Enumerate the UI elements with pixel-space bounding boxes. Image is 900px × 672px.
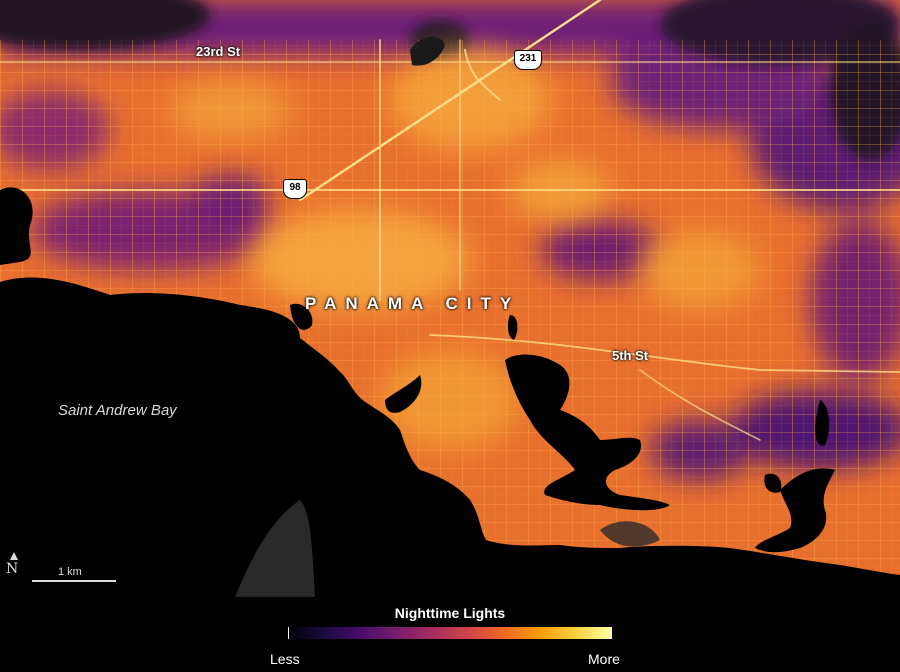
legend-panel: Nighttime Lights bbox=[0, 597, 900, 672]
legend-high-label: More bbox=[588, 651, 620, 667]
nighttime-lights-map bbox=[0, 0, 900, 597]
north-label: N bbox=[6, 561, 19, 577]
route-231-shield: 231 bbox=[514, 50, 542, 70]
north-arrow-icon: N bbox=[6, 552, 18, 577]
bay-label: Saint Andrew Bay bbox=[58, 402, 177, 419]
bayous bbox=[290, 303, 835, 553]
legend-title: Nighttime Lights bbox=[394, 605, 506, 621]
peninsula bbox=[235, 500, 315, 597]
legend-color-ramp bbox=[288, 627, 612, 639]
legend-low-label: Less bbox=[270, 651, 300, 667]
scale-bar: 1 km bbox=[32, 566, 116, 582]
scale-line bbox=[32, 580, 116, 582]
city-label: PANAMA CITY bbox=[305, 294, 521, 313]
street-label-23rd: 23rd St bbox=[196, 44, 241, 59]
route-98-shield: 98 bbox=[283, 179, 307, 199]
street-label-5th: 5th St bbox=[612, 348, 649, 363]
saint-andrew-bay bbox=[0, 187, 900, 597]
water-body-north bbox=[410, 36, 445, 66]
shoal bbox=[600, 521, 660, 547]
scale-label: 1 km bbox=[58, 566, 82, 578]
major-roads bbox=[0, 0, 900, 441]
